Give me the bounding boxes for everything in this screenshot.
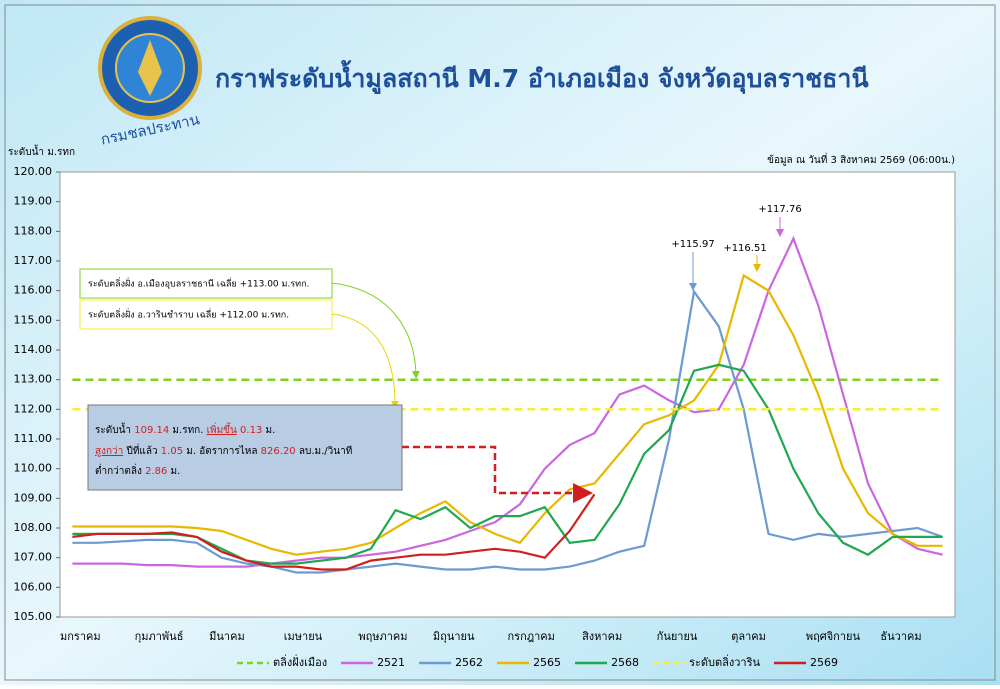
info-text: ม. (171, 466, 181, 477)
info-line: ระดับน้ำ 109.14 ม.รทก. เพิ่มขึ้น 0.13 ม. (95, 422, 275, 436)
y-tick-label: 119.00 (14, 195, 53, 208)
logo (98, 16, 202, 120)
y-tick-label: 105.00 (14, 610, 53, 623)
x-tick-label: พฤษภาคม (358, 630, 407, 643)
x-tick-label: มกราคม (60, 630, 101, 643)
legend-label: ระดับตลิ่งวาริน (689, 654, 760, 669)
series-line (72, 273, 943, 556)
info-line: ต่ำกว่าตลิ่ง 2.86 ม. (95, 463, 180, 477)
info-value: 1.05 (161, 446, 183, 457)
info-text: ปีที่แล้ว (126, 443, 158, 457)
info-line: สูงกว่า ปีที่แล้ว 1.05 ม. อัตราการไหล 82… (95, 443, 352, 457)
callout: ระดับตลิ่งฝั่ง อ.วารินชำราบ เฉลี่ย +112.… (88, 308, 289, 321)
frame (4, 4, 996, 681)
x-tick-label: กรกฎาคม (508, 630, 555, 643)
y-tick-label: 115.00 (14, 313, 53, 326)
y-tick-label: 118.00 (14, 224, 53, 237)
series-line (72, 363, 943, 565)
info-text: ระดับน้ำ (95, 422, 131, 436)
series-line (72, 288, 943, 574)
y-tick-label: 111.00 (14, 432, 53, 445)
info-text: สูงกว่า (95, 446, 123, 457)
page-title: กราฟระดับน้ำมูลสถานี M.7 อำเภอเมือง จังห… (215, 59, 869, 95)
info-text: ม. อัตราการไหล (186, 445, 257, 457)
info-value: 826.20 (261, 446, 296, 457)
info-arrow (402, 445, 593, 503)
y-tick-label: 106.00 (14, 580, 53, 593)
x-tick-label: มีนาคม (209, 630, 245, 643)
x-tick-label: กันยายน (657, 630, 698, 643)
y-tick-label: 110.00 (14, 462, 53, 475)
legend-label: 2521 (377, 656, 405, 669)
callout: ระดับตลิ่งฝั่ง อ.เมืองอุบลราชธานี เฉลี่ย… (88, 277, 309, 290)
info-text: ม. (266, 425, 276, 436)
peak-label: +117.76 (758, 204, 801, 215)
info-box (87, 404, 403, 491)
y-tick-label: 109.00 (14, 491, 53, 504)
y-tick-label: 117.00 (14, 254, 53, 267)
x-tick-label: เมษายน (284, 630, 323, 643)
info-text: ม.รทก. (172, 425, 203, 436)
x-tick-label: ตุลาคม (731, 630, 766, 643)
callout-box (79, 268, 333, 299)
legend-label: ตลิ่งฝั่งเมือง (273, 654, 327, 669)
y-tick-label: 107.00 (14, 551, 53, 564)
legend-label: 2569 (810, 656, 838, 669)
x-tick-label: ธันวาคม (880, 630, 921, 643)
callout-arrow (331, 313, 399, 409)
y-tick-label: 113.00 (14, 373, 53, 386)
info-text: เพิ่มขึ้น (207, 422, 237, 436)
x-tick-label: กุมภาพันธ์ (135, 630, 184, 643)
info-value: 0.13 (240, 425, 262, 436)
x-tick-label: มิถุนายน (433, 630, 475, 643)
legend-label: 2562 (455, 656, 483, 669)
info-text: ต่ำกว่าตลิ่ง (95, 463, 142, 477)
info-value: 2.86 (145, 466, 167, 477)
y-tick-label: 108.00 (14, 521, 53, 534)
legend-label: 2565 (533, 656, 561, 669)
series-line (72, 493, 596, 571)
info-value: 109.14 (134, 425, 169, 436)
y-tick-label: 116.00 (14, 284, 53, 297)
date-note: ข้อมูล ณ วันที่ 3 สิงหาคม 2569 (06:00น.) (767, 152, 955, 166)
x-tick-label: พฤศจิกายน (806, 630, 861, 643)
legend-label: 2568 (611, 656, 639, 669)
peak-label: +116.51 (723, 243, 766, 254)
y-tick-label: 112.00 (14, 402, 53, 415)
x-tick-label: สิงหาคม (582, 630, 622, 643)
peak-label: +115.97 (671, 239, 714, 250)
callout-arrow (331, 282, 420, 379)
series-line (72, 235, 943, 568)
y-tick-label: 114.00 (14, 343, 53, 356)
y-tick-label: 120.00 (14, 165, 53, 178)
info-text: ลบ.ม./วินาที (299, 445, 352, 457)
y-axis-label: ระดับน้ำ ม.รทก (8, 144, 75, 158)
